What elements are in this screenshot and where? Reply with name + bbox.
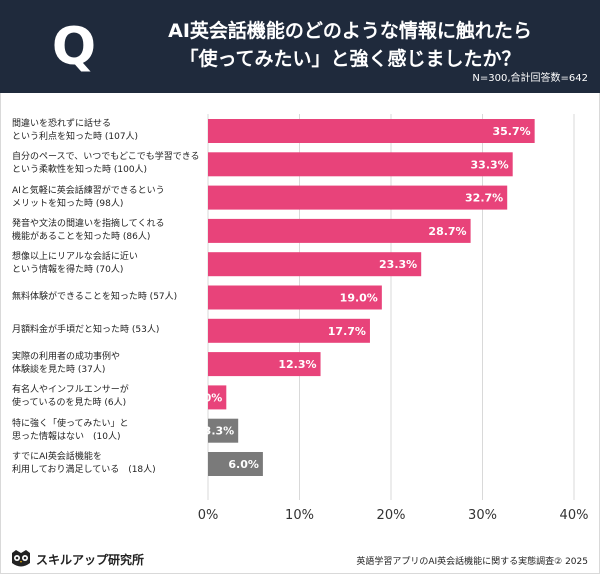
value-label: 3.3% (204, 425, 235, 438)
bar (208, 318, 370, 343)
x-tick-label: 40% (560, 508, 589, 523)
category-label: すでにAI英会話機能を利用しており満足している (18人) (12, 451, 207, 477)
category-label: 有名人やインフルエンサーが 使っているのを見た時 (6人) (12, 384, 207, 410)
bar (208, 252, 422, 277)
value-label: 12.3% (278, 358, 316, 371)
category-label-line: という情報を得た時 (70人) (12, 265, 124, 276)
owl-icon (12, 550, 30, 567)
category-label-line: 自分のペースで、いつでもどこでも学習できる (12, 152, 200, 163)
value-label: 2.0% (192, 391, 223, 404)
category-label: 間違いを恐れずに話せるという利点を知った時 (107人) (12, 118, 207, 144)
x-tick-label: 0% (198, 508, 219, 523)
brand-logo: スキルアップ研究所 (10, 549, 144, 569)
source-note: 英語学習アプリのAI英会話機能に関する実態調査② 2025 (356, 557, 588, 567)
category-label-line: すでにAI英会話機能を (12, 452, 102, 462)
bar (208, 352, 321, 377)
category-label: 発音や文法の間違いを指摘してくれる 機能があることを知った時 (86人) (12, 218, 207, 244)
category-label-line: 思った情報はない (10人) (12, 431, 121, 442)
brand-name: スキルアップ研究所 (36, 552, 145, 567)
x-tick-label: 20% (377, 508, 406, 523)
category-label-line: AIと気軽に英会話練習ができるという (12, 185, 165, 196)
category-label: 無料体験ができることを知った時 (57人) (12, 291, 207, 304)
category-label-line: 使っているのを見た時 (6人) (12, 398, 127, 409)
category-label: 実際の利用者の成功事例や 体験談を見た時 (37人) (12, 351, 207, 377)
chart-title: AI英会話機能のどのような情報に触れたら 「使ってみたい」と強く感じましたか？ (120, 17, 580, 73)
bar (208, 385, 227, 410)
bar (208, 218, 471, 243)
x-tick-label: 30% (468, 508, 497, 523)
chart-title-line-2: 「使ってみたい」と強く感じましたか？ (179, 48, 521, 70)
category-label-line: 利用しており満足している (18人) (12, 465, 156, 475)
header-banner: Q AI英会話機能のどのような情報に触れたら 「使ってみたい」と強く感じましたか… (0, 0, 600, 93)
bar (208, 152, 513, 177)
category-label: AIと気軽に英会話練習ができるという メリットを知った時 (98人) (12, 185, 207, 211)
value-label: 17.7% (328, 325, 366, 338)
bar (208, 185, 508, 210)
category-label-line: 間違いを恐れずに話せる (12, 119, 112, 129)
category-label-line: メリットを知った時 (98人) (12, 198, 124, 209)
category-label: 自分のペースで、いつでもどこでも学習できる という柔軟性を知った時 (100人) (12, 151, 207, 177)
value-label: 33.3% (471, 158, 509, 171)
category-label-line: 無料体験ができることを知った時 (57人) (12, 292, 178, 302)
category-label-line: 実際の利用者の成功事例や (12, 352, 121, 363)
value-label: 6.0% (228, 458, 259, 471)
category-label-line: 体験談を見た時 (37人) (12, 365, 106, 376)
category-label-line: という柔軟性を知った時 (100人) (12, 165, 148, 176)
category-label-line: 想像以上にリアルな会話に近い (12, 252, 138, 263)
category-label-line: 月額料金が手頃だと知った時 (53人) (12, 325, 160, 336)
category-label-line: 機能があることを知った時 (86人) (12, 231, 151, 242)
value-label: 19.0% (340, 292, 378, 305)
category-label-line: 発音や文法の間違いを指摘してくれる (12, 218, 165, 229)
bar (208, 418, 239, 443)
category-label: 特に強く「使ってみたい」と 思った情報はない (10人) (12, 418, 207, 444)
sample-size-note: N=300,合計回答数=642 (472, 73, 588, 84)
category-label-line: 有名人やインフルエンサーが (12, 385, 129, 396)
category-label: 想像以上にリアルな会話に近い という情報を得た時 (70人) (12, 251, 207, 277)
value-label: 28.7% (428, 225, 466, 238)
value-label: 23.3% (379, 258, 417, 271)
value-label: 32.7% (465, 192, 503, 205)
bar (208, 285, 382, 310)
x-tick-label: 10% (285, 508, 314, 523)
bar (208, 119, 535, 143)
chart-title-line-1: AI英会話機能のどのような情報に触れたら (168, 20, 532, 42)
bar (208, 452, 263, 476)
value-label: 35.7% (492, 125, 530, 138)
question-badge: Q (51, 17, 97, 77)
category-label-line: 特に強く「使ってみたい」と (12, 418, 129, 429)
category-label-line: という利点を知った時 (107人) (12, 132, 139, 142)
category-label: 月額料金が手頃だと知った時 (53人) (12, 324, 207, 337)
